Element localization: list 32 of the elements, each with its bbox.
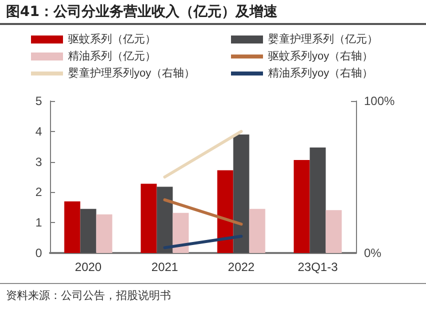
y-tick-label: 2 bbox=[35, 185, 42, 200]
x-tick-label: 2021 bbox=[151, 260, 178, 274]
y-tick-label: 4 bbox=[35, 124, 42, 138]
legend-label: 婴童护理系列yoy（右轴） bbox=[68, 66, 196, 80]
bar bbox=[80, 208, 96, 253]
bar bbox=[217, 170, 234, 253]
x-tick-label: 23Q1-3 bbox=[298, 260, 338, 274]
bar bbox=[156, 186, 173, 253]
legend-label: 精油系列yoy（右轴） bbox=[268, 66, 374, 80]
legend-label: 驱蚊系列yoy（右轴） bbox=[268, 50, 374, 62]
bar bbox=[172, 212, 189, 253]
bar bbox=[64, 201, 80, 253]
legend-label: 婴童护理系列（亿元） bbox=[268, 32, 378, 46]
x-tick-label: 2020 bbox=[74, 260, 102, 274]
y-tick-label: 5 bbox=[35, 94, 42, 108]
bar bbox=[294, 160, 310, 253]
legend-label: 精油系列（亿元） bbox=[68, 50, 156, 62]
bar bbox=[310, 148, 326, 253]
y-tick-label: 0 bbox=[35, 246, 42, 260]
y-tick-label: 1 bbox=[35, 216, 42, 230]
bar bbox=[140, 184, 157, 253]
bar bbox=[233, 134, 250, 253]
bar bbox=[249, 208, 266, 253]
x-tick-label: 2022 bbox=[228, 260, 255, 274]
chart-title: 图41：公司分业务营业收入（亿元）及增速 bbox=[0, 0, 426, 25]
text: 资料来源：公司公告，招股说明书 bbox=[0, 283, 426, 307]
bar bbox=[326, 210, 342, 253]
bar bbox=[96, 214, 112, 253]
y-tick-label: 3 bbox=[35, 154, 42, 169]
y2-tick-label: 0% bbox=[364, 246, 382, 260]
y2-tick-label: 100% bbox=[364, 94, 396, 108]
legend-label: 驱蚊系列（亿元） bbox=[68, 32, 156, 46]
